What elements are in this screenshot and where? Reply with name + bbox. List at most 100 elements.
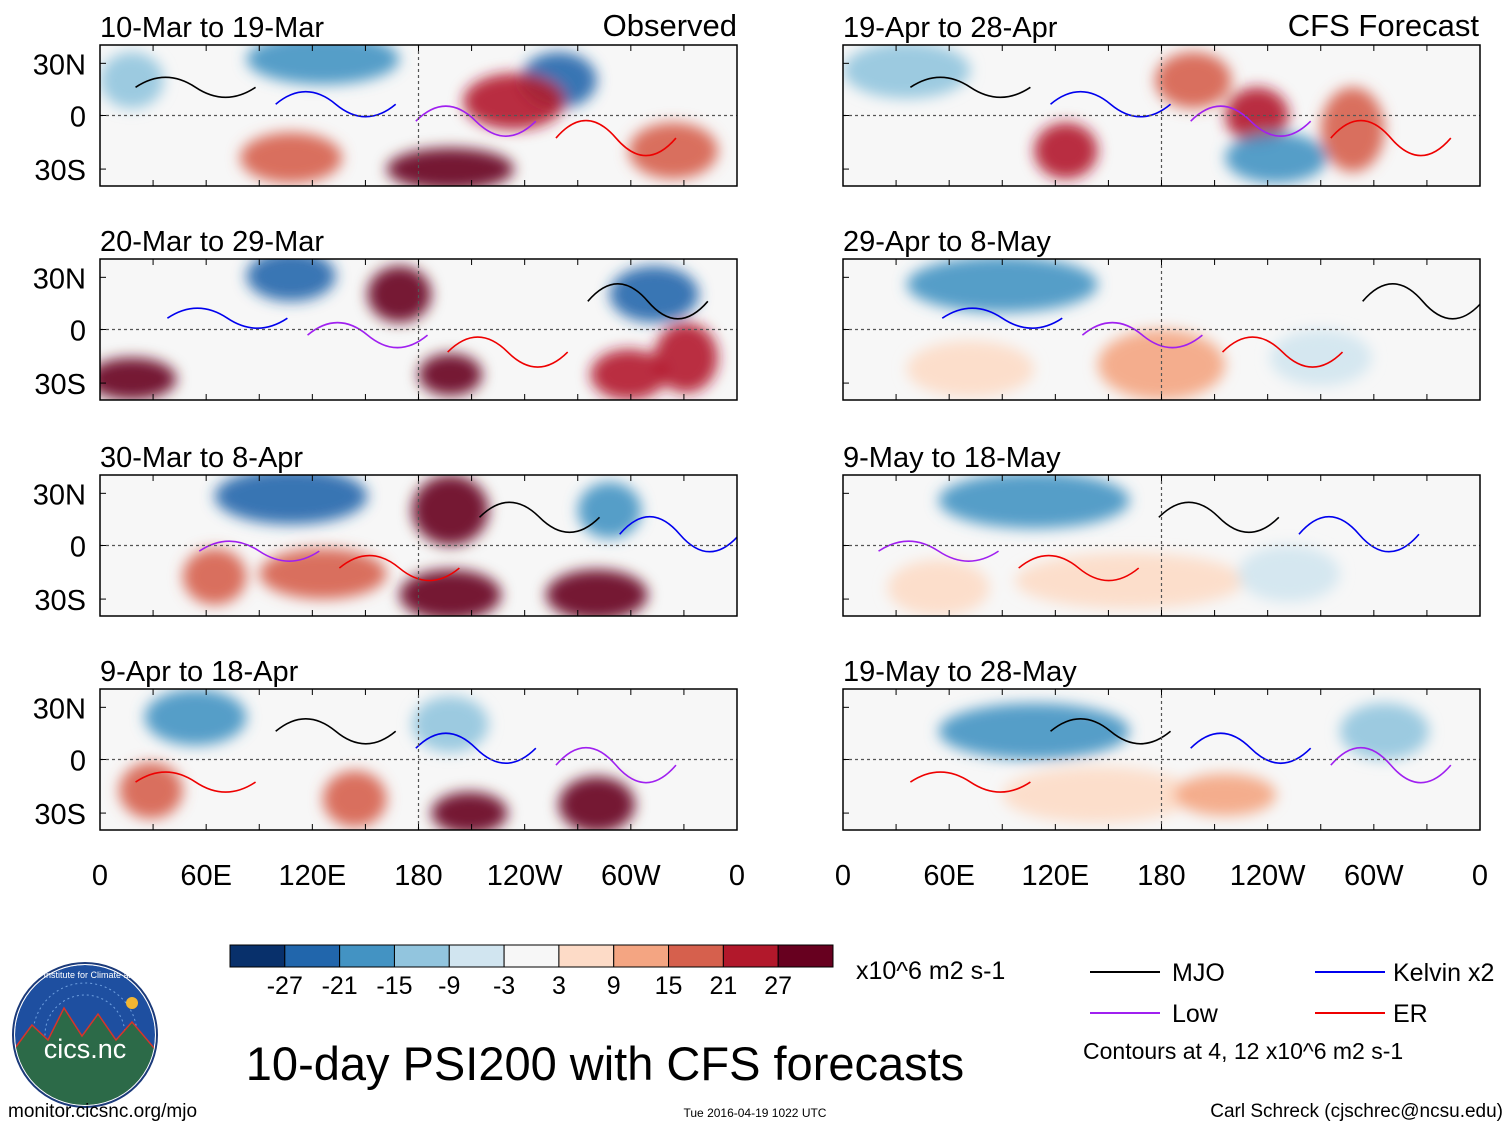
colorbar-swatch [339,944,395,968]
contour-line [415,105,537,137]
logo-text: cics.nc [44,1034,127,1064]
anomaly-field [100,259,718,400]
contour-line [909,76,1031,98]
colorbar-swatch [229,944,286,968]
x-tick-label: 120W [487,860,563,892]
colorbar-level-label: 3 [552,972,566,1000]
colorbar-level-label: -21 [322,972,358,1000]
contour-line [1190,732,1312,764]
contour-line [415,732,537,764]
logo-ring-text: Cooperative Institute for Climate and Sa… [0,970,178,980]
contour-note: Contours at 4, 12 x10^6 m2 s-1 [1083,1038,1403,1064]
main-title: 10-day PSI200 with CFS forecasts [246,1037,964,1090]
contour-line [1330,746,1452,784]
contour-line [1362,283,1480,320]
contour-line [1018,554,1140,582]
x-tick-label: 0 [92,860,108,892]
y-tick-label: 30S [34,799,86,831]
panel-period-title: 10-Mar to 19-Mar [100,12,324,44]
contour-line [1330,119,1452,157]
map-panel: 19-May to 28-May30N030S [842,656,1481,831]
colorbar-swatch [558,944,615,968]
map-panel: 9-Apr to 18-Apr 30N 0 30S [33,656,738,831]
footer-timestamp: Tue 2016-04-19 1022 UTC [684,1106,827,1120]
x-tick-label: 60W [601,860,661,892]
colorbar-swatch [284,944,341,968]
colorbar-swatch [722,944,779,968]
contour-line [909,771,1031,793]
x-tick-label: 0 [729,860,745,892]
panel-period-title: 30-Mar to 8-Apr [100,442,303,474]
x-tick-label: 120W [1230,860,1306,892]
contour-line [478,501,601,533]
x-tick-label: 60E [923,860,975,892]
contour-line [878,540,999,562]
anomaly-field [909,703,1452,823]
map-panel: 9-May to 18-May30N030S [842,442,1481,617]
footer-website: monitor.cicsnc.org/mjo [8,1101,197,1122]
y-tick-label: 30S [34,369,86,401]
x-tick-label: 0 [835,860,851,892]
x-tick-label: 60E [180,860,232,892]
contour-line [198,540,320,562]
legend: MJO Kelvin x2 Low ER Contours at 4, 12 x… [1083,959,1494,1064]
contour-line [135,76,256,98]
colorbar-level-label: -9 [438,972,460,1000]
contour-line [1298,515,1420,553]
colorbar-swatch [448,944,505,968]
colorbar-level-label: 15 [655,972,683,1000]
x-tick-label: 120E [1021,860,1089,892]
contour-line [1050,718,1172,745]
y-tick-label: 0 [70,316,86,348]
contour-line [1050,91,1172,118]
contour-line [555,119,677,157]
x-tick-label: 180 [394,860,442,892]
colorbar-level-label: -3 [493,972,515,1000]
y-tick-label: 0 [70,532,86,564]
contour-line [447,336,569,368]
panel-period-title: 9-Apr to 18-Apr [100,656,299,688]
contour-line [307,321,429,349]
panel-period-title: 29-Apr to 8-May [843,226,1051,258]
contour-line [338,554,460,582]
y-tick-label: 30N [33,49,86,81]
contour-line [941,307,1063,329]
contour-line [1190,105,1312,137]
colorbar-level-label: 21 [709,972,737,1000]
panel-period-title: 19-May to 28-May [843,656,1077,688]
contour-line [275,718,397,745]
x-tick-label: 120E [278,860,346,892]
contour-line [135,771,256,793]
colorbar-swatch [777,944,834,968]
map-panel: 20-Mar to 29-Mar 30N 0 30S [33,226,738,401]
x-axis-tick-labels: 0 60E 120E 180 120W 60W 0 0 60E 120E 180 120W 60W 0 [92,860,1488,892]
colorbar-swatch [613,944,670,968]
y-tick-label: 30N [33,263,86,295]
contour-line [555,746,677,784]
panel-period-title: 19-Apr to 28-Apr [843,12,1058,44]
anomaly-field [878,475,1420,616]
colorbar: -27 -21 -15 -9 -3 3 9 15 21 27 [229,944,834,1000]
colorbar-level-label: -27 [267,972,303,1000]
panel-period-title: 9-May to 18-May [843,442,1061,474]
legend-label-low: Low [1172,1000,1219,1028]
contour-line [619,515,737,553]
anomaly-field [182,475,737,616]
contour-line [1081,321,1203,349]
y-tick-label: 30S [34,585,86,617]
cics-logo: cics.nc Cooperative Institute for Climat… [0,962,178,1108]
map-panels: 10-Mar to 19-Mar 30N 0 30S 20-Mar to 29-Mar 3… [33,12,1481,831]
contour-line [166,307,288,329]
map-panel: 10-Mar to 19-Mar 30N 0 30S [33,12,738,187]
anomaly-field [100,45,718,186]
column-label-observed: Observed [603,8,737,43]
contour-line [275,91,397,118]
footer-author: Carl Schreck (cjschrec@ncsu.edu) [1210,1101,1503,1122]
legend-label-er: ER [1393,1000,1428,1028]
x-tick-label: 0 [1472,860,1488,892]
colorbar-swatch [503,944,560,968]
legend-label-kelvin: Kelvin x2 [1393,959,1494,987]
anomaly-field [906,259,1480,400]
